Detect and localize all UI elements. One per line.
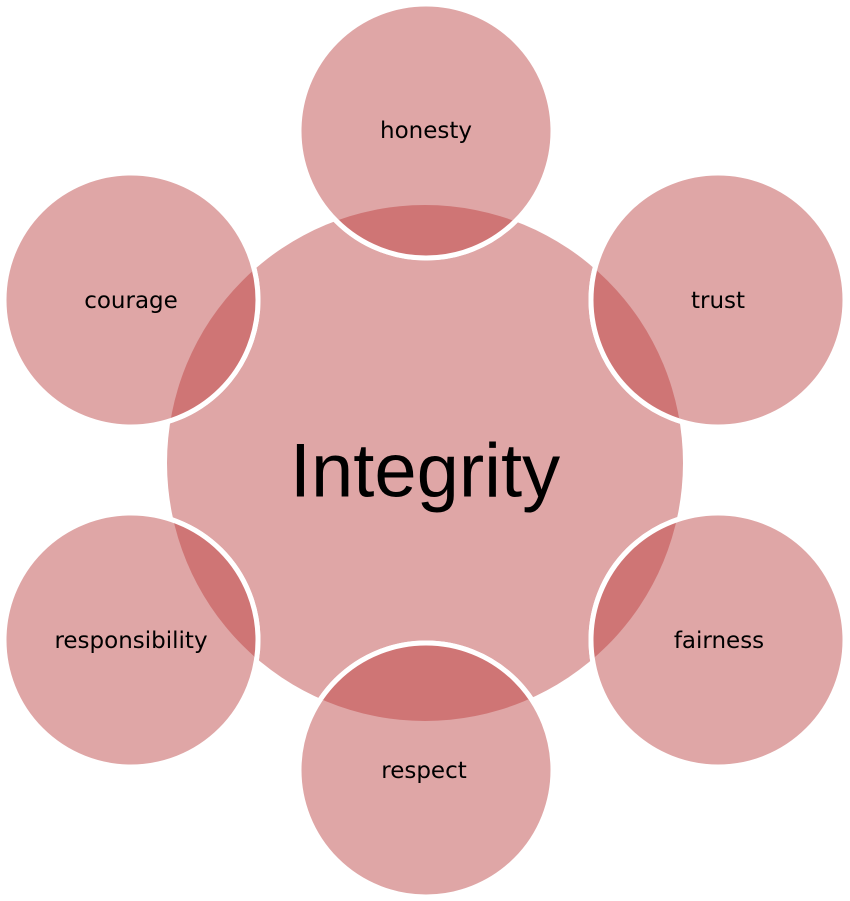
satellite-label-respect: respect — [381, 758, 467, 784]
satellite-label-trust: trust — [690, 288, 746, 314]
overlap-outlines — [167, 205, 683, 721]
satellite-label-responsibility: responsibility — [54, 628, 208, 654]
satellite-label-courage: courage — [84, 288, 178, 314]
outline-fairness — [588, 510, 683, 721]
outline-courage — [167, 205, 261, 430]
center-label: Integrity — [289, 428, 561, 514]
center-circle — [167, 205, 683, 721]
overlap-respect — [301, 645, 551, 721]
satellite-label-honesty: honesty — [380, 118, 472, 144]
outline-honesty — [296, 205, 556, 261]
outline-respect — [296, 640, 556, 721]
outline-responsibility — [167, 510, 261, 721]
outline-trust — [588, 205, 683, 430]
satellite-label-fairness: fairness — [673, 628, 765, 654]
